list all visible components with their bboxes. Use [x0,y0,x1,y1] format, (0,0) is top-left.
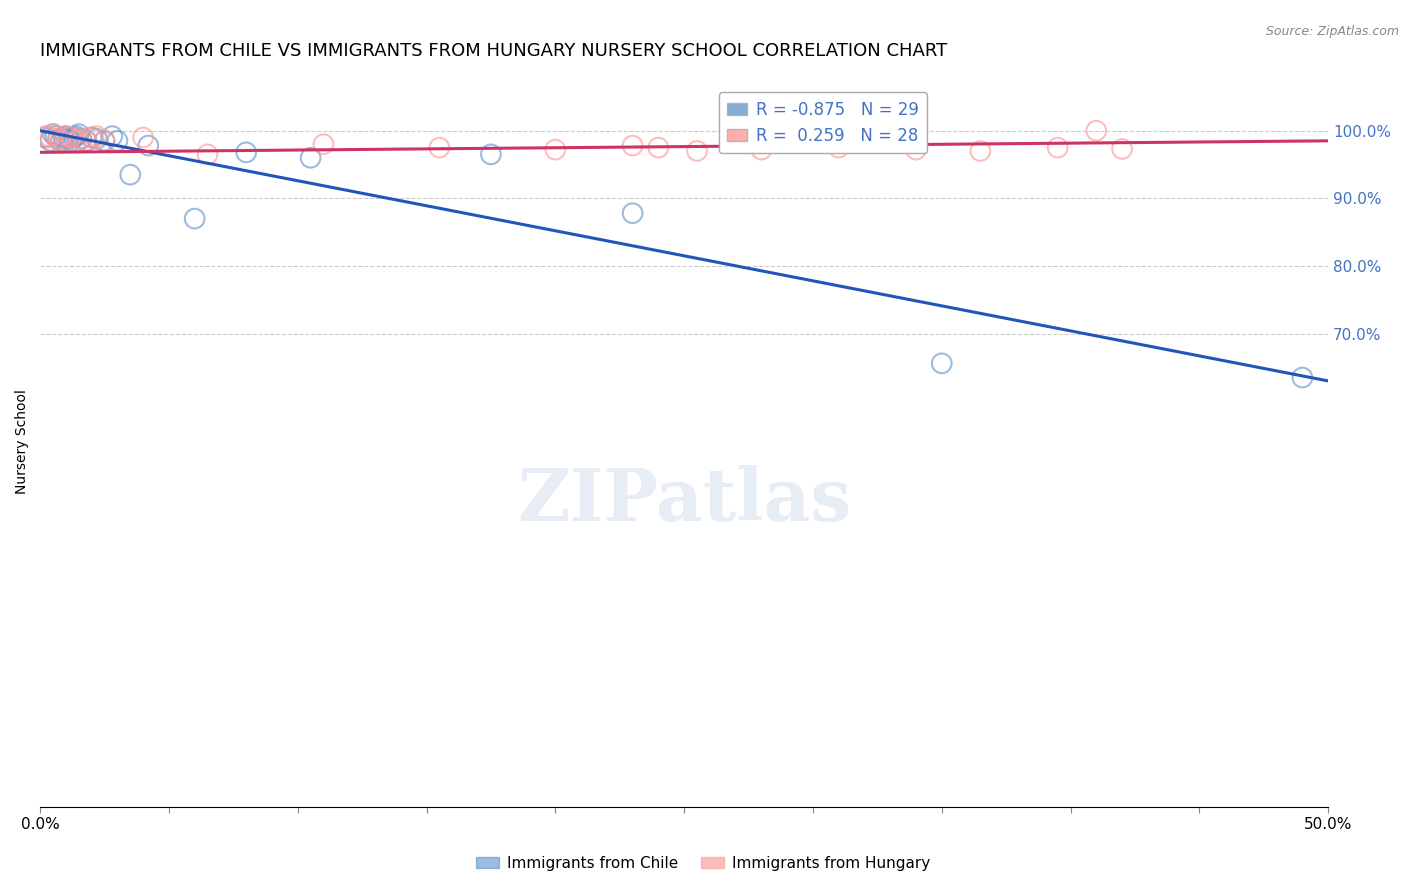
Point [751,143,773,157]
Point [931,356,953,370]
Point [49,134,72,148]
Point [93,134,115,148]
Point [42,127,65,141]
Point [235,145,257,160]
Point [65,134,87,148]
Point [120,168,142,182]
Legend: Immigrants from Chile, Immigrants from Hungary: Immigrants from Chile, Immigrants from H… [470,850,936,877]
Text: IMMIGRANTS FROM CHILE VS IMMIGRANTS FROM HUNGARY NURSERY SCHOOL CORRELATION CHAR: IMMIGRANTS FROM CHILE VS IMMIGRANTS FROM… [41,42,948,60]
Point [55,129,77,144]
Point [479,147,502,161]
Point [544,143,567,157]
Point [76,134,98,148]
Point [1046,140,1069,154]
Point [621,206,644,220]
Point [60,130,83,145]
Point [1111,142,1133,156]
Point [80,130,103,145]
Point [49,134,72,148]
Point [34,130,56,145]
Point [312,137,335,152]
Point [52,130,75,145]
Point [93,134,115,148]
Point [969,144,991,158]
Point [65,129,87,144]
Point [1291,370,1313,384]
Point [70,132,93,146]
Point [621,138,644,153]
Point [105,134,128,148]
Y-axis label: Nursery School: Nursery School [15,389,30,494]
Point [80,130,103,145]
Point [101,129,124,144]
Point [39,134,62,148]
Text: Source: ZipAtlas.com: Source: ZipAtlas.com [1265,25,1399,38]
Point [647,140,669,154]
Point [429,140,451,154]
Point [76,134,98,148]
Point [45,129,67,144]
Point [46,132,69,146]
Point [1085,124,1108,138]
Point [62,130,84,145]
Point [904,143,927,157]
Point [828,140,851,154]
Point [86,129,108,144]
Point [86,132,108,146]
Point [67,127,90,141]
Point [39,130,62,145]
Text: ZIPatlas: ZIPatlas [517,465,851,536]
Point [60,134,83,148]
Point [299,151,322,165]
Point [34,129,56,144]
Point [55,129,77,144]
Point [58,132,80,146]
Point [42,127,65,141]
Point [197,147,219,161]
Legend: R = -0.875   N = 29, R =  0.259   N = 28: R = -0.875 N = 29, R = 0.259 N = 28 [718,92,927,153]
Point [46,132,69,146]
Point [136,138,159,153]
Point [183,211,205,226]
Point [70,132,93,146]
Point [686,144,709,158]
Point [132,130,155,145]
